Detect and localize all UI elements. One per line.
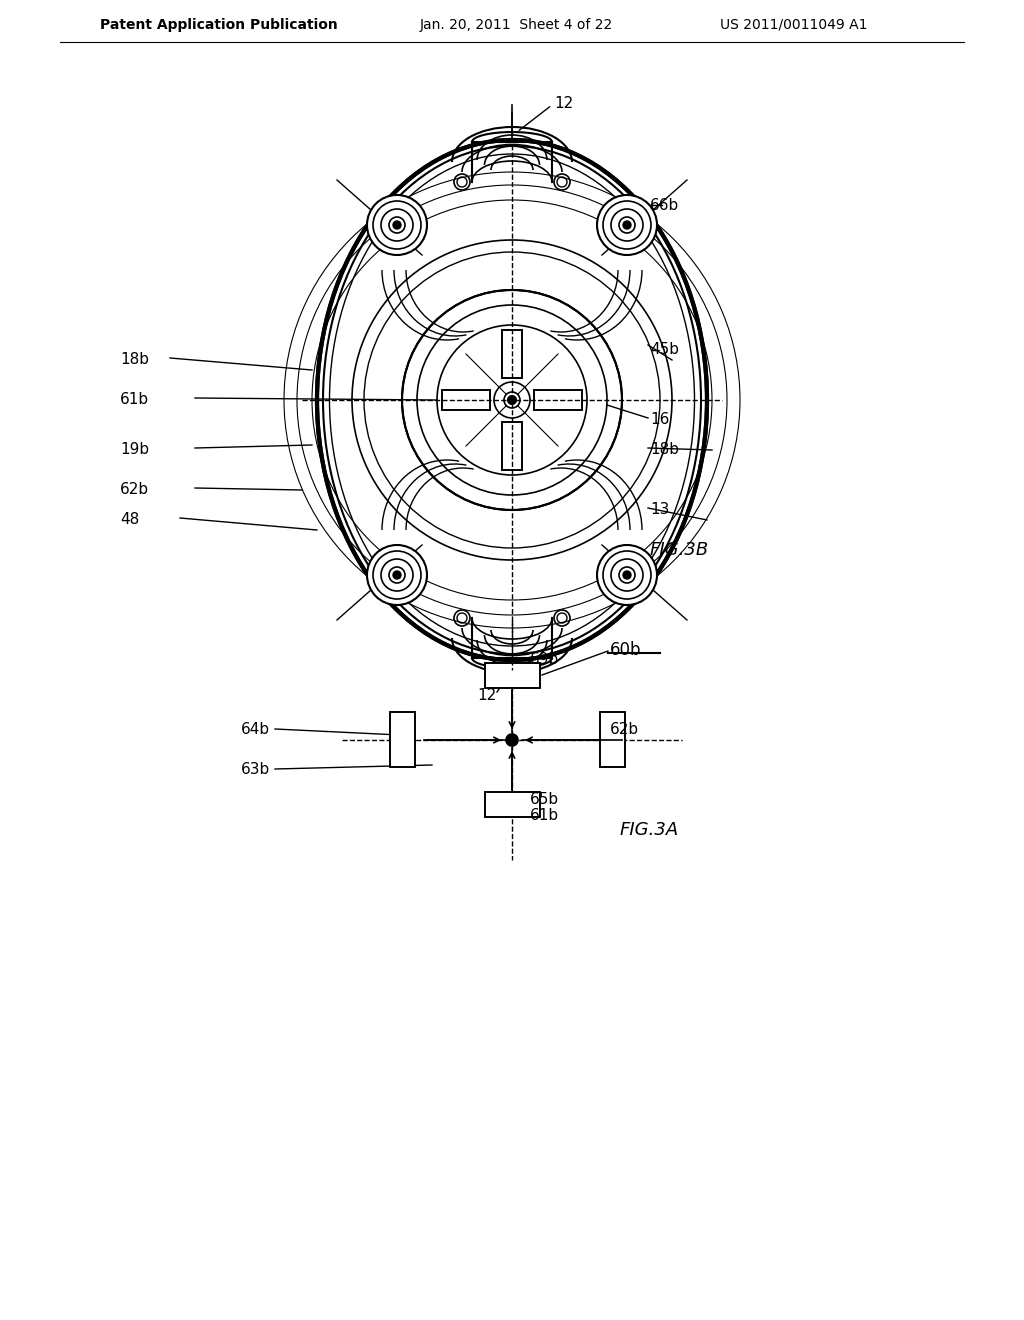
- Text: 13: 13: [650, 503, 670, 517]
- Text: 12: 12: [554, 96, 573, 111]
- Text: FIG.3A: FIG.3A: [620, 821, 679, 840]
- Bar: [502, 330, 522, 378]
- Circle shape: [454, 610, 470, 626]
- Bar: [600, 711, 625, 767]
- Text: Patent Application Publication: Patent Application Publication: [100, 18, 338, 32]
- Bar: [485, 792, 540, 817]
- Text: 69b: 69b: [530, 652, 559, 668]
- Text: 18b: 18b: [120, 352, 150, 367]
- Text: 64b: 64b: [241, 722, 270, 738]
- Circle shape: [623, 220, 631, 228]
- Circle shape: [618, 216, 635, 234]
- Bar: [442, 389, 490, 411]
- Text: 61b: 61b: [120, 392, 150, 408]
- Circle shape: [597, 195, 657, 255]
- Bar: [534, 389, 582, 411]
- Circle shape: [504, 392, 520, 408]
- Bar: [390, 711, 415, 767]
- Bar: [502, 330, 522, 378]
- Bar: [534, 389, 582, 411]
- Text: 66b: 66b: [650, 198, 679, 213]
- Circle shape: [623, 572, 631, 579]
- Circle shape: [494, 381, 530, 418]
- Circle shape: [554, 174, 570, 190]
- Circle shape: [367, 545, 427, 605]
- Text: 65b: 65b: [530, 792, 559, 808]
- Circle shape: [597, 545, 657, 605]
- Circle shape: [402, 290, 622, 510]
- Text: 12: 12: [477, 688, 497, 702]
- Bar: [502, 422, 522, 470]
- Bar: [502, 422, 522, 470]
- Bar: [600, 711, 625, 767]
- Text: Jan. 20, 2011  Sheet 4 of 22: Jan. 20, 2011 Sheet 4 of 22: [420, 18, 613, 32]
- Circle shape: [393, 572, 401, 579]
- Circle shape: [554, 610, 570, 626]
- Text: US 2011/0011049 A1: US 2011/0011049 A1: [720, 18, 867, 32]
- Circle shape: [506, 734, 518, 746]
- Bar: [485, 663, 540, 688]
- Circle shape: [367, 195, 427, 255]
- Ellipse shape: [317, 140, 707, 660]
- Circle shape: [454, 174, 470, 190]
- Circle shape: [618, 568, 635, 583]
- Text: 62b: 62b: [610, 722, 639, 738]
- Circle shape: [393, 220, 401, 228]
- Circle shape: [508, 396, 516, 404]
- Bar: [485, 663, 540, 688]
- Text: FIG.3B: FIG.3B: [650, 541, 710, 558]
- Text: 45b: 45b: [650, 342, 679, 358]
- Bar: [390, 711, 415, 767]
- Circle shape: [389, 568, 406, 583]
- Text: 63b: 63b: [241, 763, 270, 777]
- Circle shape: [389, 216, 406, 234]
- Text: 61b: 61b: [530, 808, 559, 822]
- Text: 16: 16: [650, 412, 670, 428]
- Text: 19b: 19b: [120, 442, 150, 458]
- Text: 18b: 18b: [650, 442, 679, 458]
- Text: 60b: 60b: [610, 642, 641, 659]
- Bar: [442, 389, 490, 411]
- Text: 48: 48: [120, 512, 139, 528]
- Text: 62b: 62b: [120, 483, 150, 498]
- Bar: [485, 792, 540, 817]
